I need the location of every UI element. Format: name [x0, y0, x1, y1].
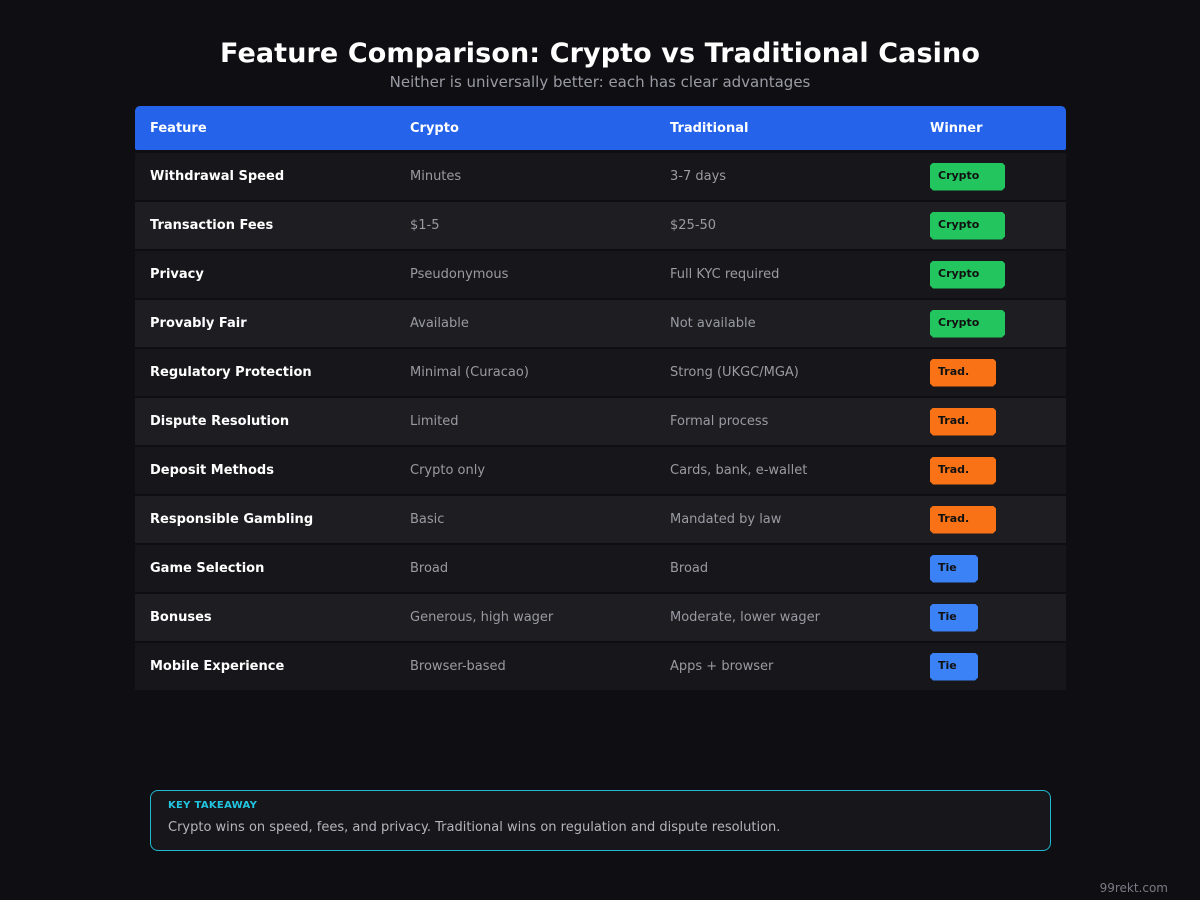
feature-name: Bonuses [150, 610, 212, 625]
crypto-value: Broad [410, 561, 449, 576]
winner-badge-tie: Tie [930, 555, 978, 583]
winner-cell: Trad. [915, 457, 1066, 485]
traditional-value: Apps + browser [670, 659, 774, 674]
comparison-table: Feature Crypto Traditional Winner Withdr… [135, 106, 1066, 692]
feature-name: Provably Fair [150, 316, 247, 331]
feature-name: Withdrawal Speed [150, 169, 285, 184]
traditional-value: 3-7 days [670, 169, 727, 184]
site-watermark: 99rekt.com [1099, 881, 1168, 895]
winner-badge-tie: Tie [930, 653, 978, 681]
table-body: Withdrawal Speed Minutes 3-7 days Crypto Tra… [135, 153, 1066, 690]
traditional-value: Full KYC required [670, 267, 780, 282]
winner-cell: Crypto [915, 163, 1066, 191]
feature-name: Deposit Methods [150, 463, 274, 478]
winner-badge-crypto: Crypto [930, 212, 1005, 240]
winner-cell: Tie [915, 604, 1066, 632]
table-row: Deposit Methods Crypto only Cards, bank, e… [135, 447, 1066, 494]
header-crypto: Crypto [410, 120, 459, 136]
crypto-value: Browser-based [410, 659, 506, 674]
table-row: Mobile Experience Browser-based Apps + bro… [135, 643, 1066, 690]
traditional-value: Mandated by law [670, 512, 782, 527]
takeaway-text: Crypto wins on speed, fees, and privacy.… [168, 820, 781, 835]
crypto-value: Minimal (Curacao) [410, 365, 529, 380]
feature-name: Regulatory Protection [150, 365, 312, 380]
traditional-value: Moderate, lower wager [670, 610, 820, 625]
winner-badge-trad: Trad. [930, 506, 996, 534]
key-takeaway-box: KEY TAKEAWAY Crypto wins on speed, fees,… [150, 790, 1051, 851]
winner-cell: Trad. [915, 506, 1066, 534]
crypto-value: Limited [410, 414, 459, 429]
crypto-value: $1-5 [410, 218, 440, 233]
traditional-value: Cards, bank, e-wallet [670, 463, 808, 478]
traditional-value: Broad [670, 561, 709, 576]
winner-badge-crypto: Crypto [930, 163, 1005, 191]
table-row: Dispute Resolution Limited Formal process T… [135, 398, 1066, 445]
winner-cell: Crypto [915, 310, 1066, 338]
table-header: Feature Crypto Traditional Winner [135, 106, 1066, 150]
table-row: Provably Fair Available Not available Crypt… [135, 300, 1066, 347]
header-feature: Feature [150, 120, 207, 136]
table-row: Bonuses Generous, high wager Moderate, low… [135, 594, 1066, 641]
crypto-value: Available [410, 316, 469, 331]
traditional-value: Not available [670, 316, 756, 331]
table-row: Responsible Gambling Basic Mandated by law… [135, 496, 1066, 543]
winner-cell: Tie [915, 555, 1066, 583]
crypto-value: Minutes [410, 169, 462, 184]
header-traditional: Traditional [670, 120, 749, 136]
feature-name: Transaction Fees [150, 218, 274, 233]
feature-name: Privacy [150, 267, 204, 282]
winner-cell: Crypto [915, 212, 1066, 240]
table-row: Privacy Pseudonymous Full KYC required Cryp… [135, 251, 1066, 298]
crypto-value: Basic [410, 512, 445, 527]
traditional-value: Strong (UKGC/MGA) [670, 365, 799, 380]
winner-badge-trad: Trad. [930, 359, 996, 387]
page-title: Feature Comparison: Crypto vs Traditiona… [220, 38, 980, 69]
winner-cell: Trad. [915, 408, 1066, 436]
table-row: Withdrawal Speed Minutes 3-7 days Crypto [135, 153, 1066, 200]
winner-badge-trad: Trad. [930, 457, 996, 485]
table-row: Regulatory Protection Minimal (Curacao) St… [135, 349, 1066, 396]
takeaway-label: KEY TAKEAWAY [168, 800, 258, 811]
crypto-value: Pseudonymous [410, 267, 509, 282]
winner-cell: Tie [915, 653, 1066, 681]
winner-cell: Trad. [915, 359, 1066, 387]
traditional-value: Formal process [670, 414, 769, 429]
crypto-value: Crypto only [410, 463, 486, 478]
winner-badge-tie: Tie [930, 604, 978, 632]
header-winner: Winner [930, 120, 983, 136]
winner-badge-crypto: Crypto [930, 261, 1005, 289]
feature-name: Responsible Gambling [150, 512, 314, 527]
winner-badge-trad: Trad. [930, 408, 996, 436]
crypto-value: Generous, high wager [410, 610, 554, 625]
page-subtitle: Neither is universally better: each has … [389, 73, 811, 91]
feature-name: Game Selection [150, 561, 265, 576]
traditional-value: $25-50 [670, 218, 717, 233]
table-row: Game Selection Broad Broad Tie [135, 545, 1066, 592]
winner-badge-crypto: Crypto [930, 310, 1005, 338]
feature-name: Mobile Experience [150, 659, 285, 674]
winner-cell: Crypto [915, 261, 1066, 289]
feature-name: Dispute Resolution [150, 414, 290, 429]
table-row: Transaction Fees $1-5 $25-50 Crypto [135, 202, 1066, 249]
